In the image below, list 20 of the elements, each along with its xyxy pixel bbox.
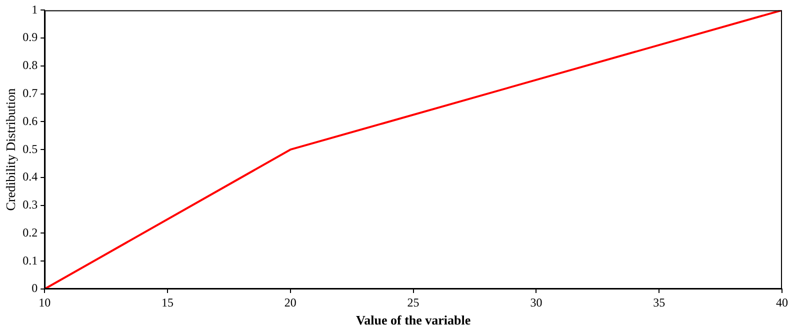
x-tick-label: 15 [162, 295, 174, 310]
x-tick-label: 40 [776, 295, 788, 310]
y-tick-label: 0 [32, 281, 38, 296]
y-tick-label: 0.6 [22, 114, 38, 128]
y-tick-label: 0.4 [22, 170, 38, 184]
x-axis-title: Value of the variable [356, 312, 471, 328]
x-tick-label: 25 [407, 295, 420, 310]
y-tick-label: 0.1 [22, 253, 38, 268]
x-tick-label: 35 [653, 295, 666, 310]
y-tick-label: 1 [32, 2, 38, 16]
y-tick-label: 0.7 [22, 86, 38, 100]
y-tick-label: 0.5 [22, 142, 38, 156]
x-tick-label: 30 [530, 295, 542, 310]
y-axis-title: Credibility Distribution [3, 88, 18, 211]
y-tick-label: 0.9 [22, 30, 38, 44]
y-tick-label: 0.2 [22, 225, 38, 240]
x-tick-label: 20 [284, 295, 296, 310]
y-tick-label: 0.8 [22, 58, 38, 72]
x-tick-label: 10 [38, 295, 51, 310]
y-tick-label: 0.3 [22, 198, 38, 212]
